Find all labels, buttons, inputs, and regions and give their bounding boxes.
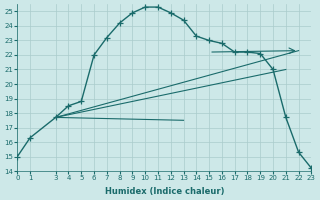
X-axis label: Humidex (Indice chaleur): Humidex (Indice chaleur): [105, 187, 224, 196]
